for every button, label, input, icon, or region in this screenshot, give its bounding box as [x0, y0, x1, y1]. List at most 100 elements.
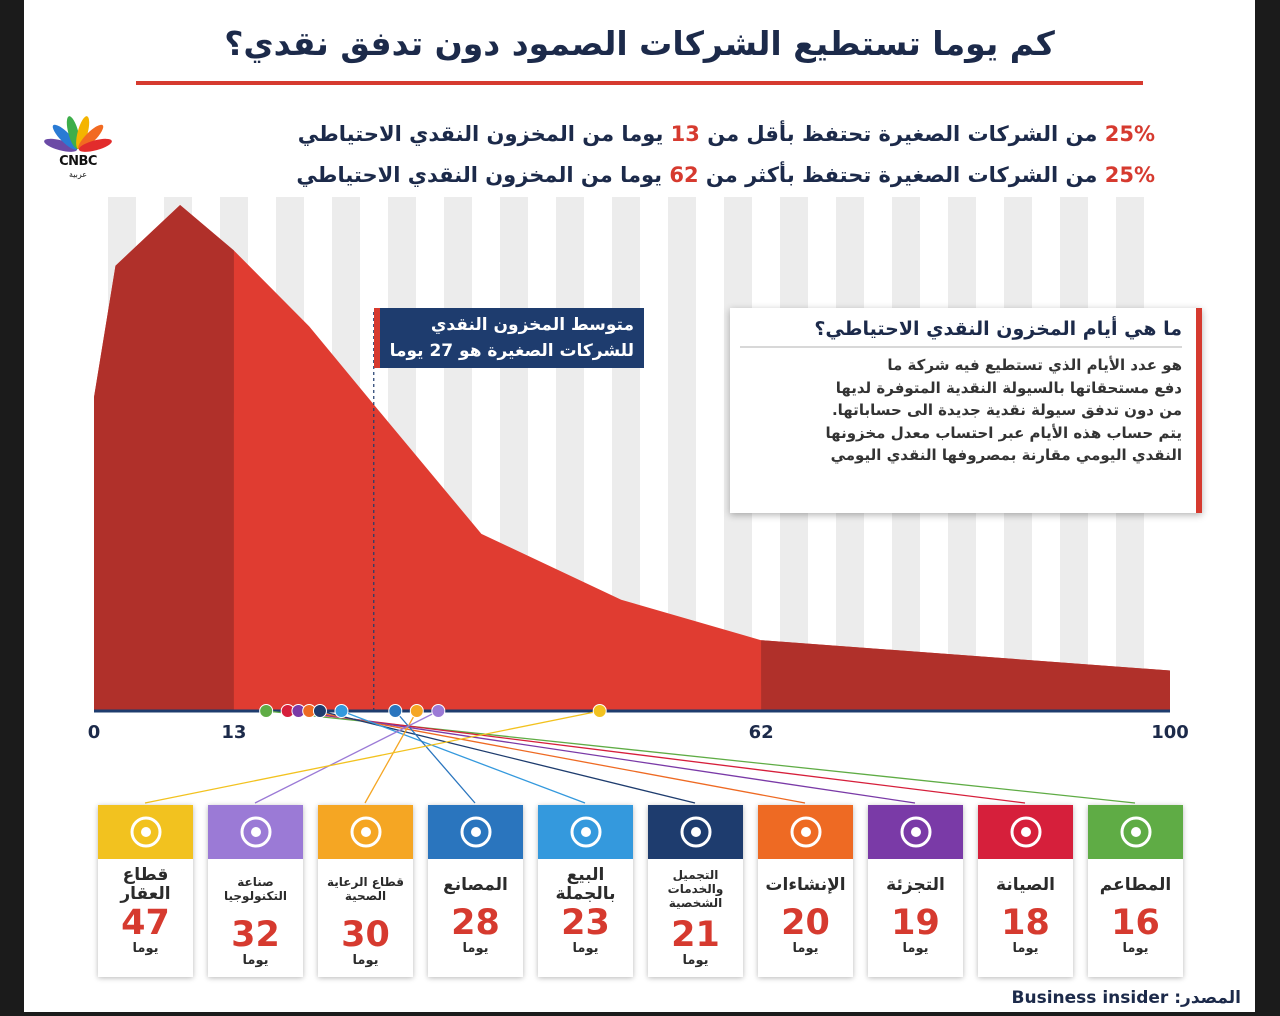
definition-divider [740, 346, 1182, 348]
sector-card: التجميل والخدمات الشخصية 21 يوما [648, 805, 743, 977]
sector-dot [259, 704, 274, 718]
stat-percent: 25% [1104, 163, 1155, 187]
sector-days-unit: يوما [572, 941, 599, 956]
page-title: كم يوما تستطيع الشركات الصمود دون تدفق ن… [224, 24, 1055, 63]
sector-name: قطاع الرعاية الصحية [327, 875, 404, 903]
caduceus-icon [318, 805, 413, 859]
logo-subtitle: عربية [68, 170, 88, 179]
mortar-icon [648, 805, 743, 859]
x-tick-label: 0 [88, 722, 101, 743]
sector-name: قطاع العقار [120, 865, 171, 904]
sector-card: المصانع 28 يوما [428, 805, 523, 977]
leader-line [254, 710, 439, 804]
sector-card: التجزئة 19 يوما [868, 805, 963, 977]
sector-days-unit: يوما [462, 941, 489, 956]
x-tick-label: 100 [1151, 722, 1189, 743]
sector-days: 18 [1001, 903, 1050, 943]
average-callout-line2: للشركات الصغيرة هو 27 يوما [389, 341, 634, 361]
hand-truck-icon [538, 805, 633, 859]
x-tick-label: 62 [749, 722, 774, 743]
sector-days-unit: يوما [792, 941, 819, 956]
sector-days: 30 [341, 915, 390, 955]
plate-icon [1088, 805, 1183, 859]
sector-leader-lines [144, 710, 1136, 804]
stat-text-before: من الشركات الصغيرة تحتفظ بأكثر من [705, 163, 1098, 187]
lower-quartile-area [94, 205, 234, 711]
sector-days-unit: يوما [132, 941, 159, 956]
upper-quartile-area [761, 640, 1170, 711]
chip-icon [208, 805, 303, 859]
sector-dots [259, 704, 607, 718]
definition-line: هو عدد الأيام الذي تستطيع فيه شركة ما [887, 356, 1182, 374]
sector-days-unit: يوما [242, 953, 269, 968]
stat-line-upper: 25% من الشركات الصغيرة تحتفظ بأكثر من 62… [296, 163, 1155, 187]
definition-line: دفع مستحقاتها بالسيولة النقدية المتوفرة … [835, 378, 1182, 397]
stat-line-lower: 25% من الشركات الصغيرة تحتفظ بأقل من 13 … [298, 122, 1155, 146]
shirt-icon [868, 805, 963, 859]
cash-buffer-area-chart: 0 13 62 100 [88, 197, 1189, 804]
source-label: المصدر: [1174, 988, 1241, 1008]
leader-line [341, 710, 586, 804]
source-name: Business insider [1011, 988, 1169, 1008]
stat-text-before: من الشركات الصغيرة تحتفظ بأقل من [707, 122, 1098, 146]
sector-dot [592, 704, 607, 718]
sector-days: 23 [561, 903, 610, 943]
distribution-area [94, 205, 1170, 711]
sector-card: البيع بالجملة 23 يوما [538, 805, 633, 977]
sector-days-unit: يوما [682, 953, 709, 968]
leader-line [144, 710, 600, 804]
sector-card: الصيانة 18 يوما [978, 805, 1073, 977]
sector-days: 16 [1111, 903, 1160, 943]
stat-number: 13 [670, 122, 700, 146]
sector-dot [409, 704, 424, 718]
sector-card: صناعة التكنولوجيا 32 يوما [208, 805, 303, 977]
sector-days: 20 [781, 903, 830, 943]
sector-dot [312, 704, 327, 718]
infographic-canvas: كم يوما تستطيع الشركات الصمود دون تدفق ن… [24, 0, 1255, 1012]
x-tick-label: 13 [221, 722, 246, 743]
sector-card: قطاع الرعاية الصحية 30 يوما [318, 805, 413, 977]
sector-name: البيع بالجملة [555, 865, 616, 904]
worker-icon [758, 805, 853, 859]
sector-days-unit: يوما [902, 941, 929, 956]
definition-box: ما هي أيام المخزون النقدي الاحتياطي؟ هو … [730, 308, 1202, 513]
cnbc-peacock-logo [44, 116, 112, 152]
definition-title: ما هي أيام المخزون النقدي الاحتياطي؟ [814, 318, 1182, 340]
sector-days: 19 [891, 903, 940, 943]
leader-line [298, 710, 916, 804]
tools-icon [978, 805, 1073, 859]
sector-dot [388, 704, 403, 718]
sector-card: قطاع العقار 47 يوما [98, 805, 193, 977]
definition-line: يتم حساب هذه الأيام عبر احتساب معدل مخزو… [825, 423, 1182, 442]
stat-text-after: يوما من المخزون النقدي الاحتياطي [296, 163, 663, 187]
sector-days-unit: يوما [1012, 941, 1039, 956]
stat-percent: 25% [1104, 122, 1155, 146]
average-callout: متوسط المخزون النقدي للشركات الصغيرة هو … [374, 308, 644, 368]
sector-dot [431, 704, 446, 718]
sector-name: الصيانة [996, 874, 1055, 895]
sector-days: 32 [231, 915, 280, 955]
sector-days: 47 [121, 903, 170, 943]
stat-number: 62 [669, 163, 699, 187]
definition-line: النقدي اليومي مقارنة بمصروفها النقدي الي… [830, 446, 1182, 464]
logo-wordmark: CNBC [59, 154, 97, 169]
sector-days: 28 [451, 903, 500, 943]
source-credit: المصدر: Business insider [1012, 988, 1241, 1008]
definition-body: هو عدد الأيام الذي تستطيع فيه شركة ما دف… [740, 354, 1182, 467]
house-icon [98, 805, 193, 859]
stat-text-after: يوما من المخزون النقدي الاحتياطي [297, 122, 664, 146]
sector-days-unit: يوما [352, 953, 379, 968]
leader-line [309, 710, 806, 804]
sector-name: الإنشاءات [765, 874, 846, 895]
sector-name: التجميل والخدمات الشخصية [667, 868, 724, 910]
x-axis-ticks: 0 13 62 100 [88, 722, 1189, 743]
sector-dot [334, 704, 349, 718]
sector-name: التجزئة [886, 874, 945, 895]
sector-name: المصانع [443, 874, 508, 895]
sector-days-unit: يوما [1122, 941, 1149, 956]
definition-line: من دون تدفق سيولة نقدية جديدة الى حسابات… [831, 401, 1182, 419]
title-underline [136, 81, 1143, 85]
average-callout-line1: متوسط المخزون النقدي [430, 315, 634, 335]
leader-line [287, 710, 1026, 804]
sector-days: 21 [671, 915, 720, 955]
